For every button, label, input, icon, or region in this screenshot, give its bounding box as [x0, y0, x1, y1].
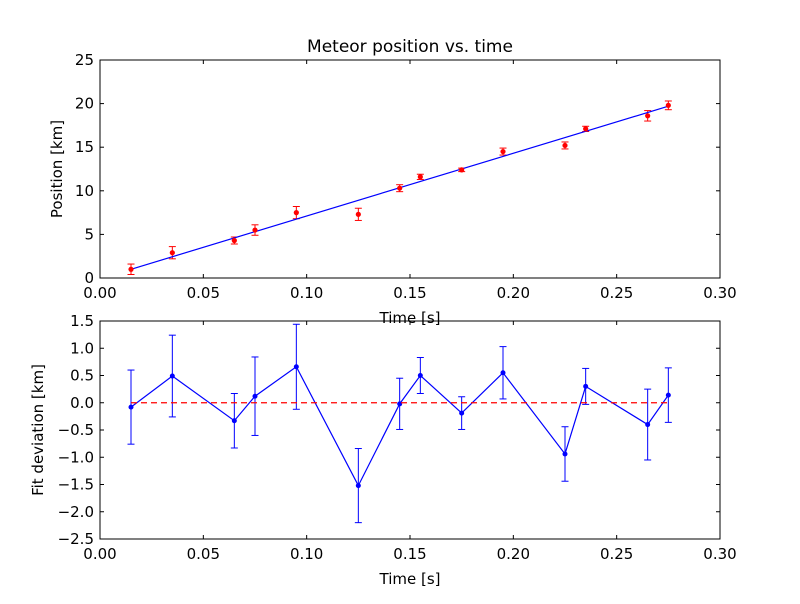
bottom-deviation-line: [130, 365, 669, 487]
bottom-data-point: [128, 404, 134, 410]
bottom-data-point: [665, 392, 671, 398]
bottom-y-tick-label: 1.0: [70, 339, 94, 357]
top-x-tick-label: 0.05: [187, 284, 220, 302]
top-y-axis-label: Position [km]: [48, 120, 66, 218]
top-data-point: [417, 174, 423, 180]
bottom-x-tick-label: 0.25: [600, 545, 633, 563]
bottom-data-point: [231, 418, 237, 424]
bottom-y-tick-label: 1.5: [70, 312, 94, 330]
top-x-tick-label: 0.30: [703, 284, 736, 302]
bottom-plot-area: 0.00 0.05 0.10 0.15 0.20 0.25 0.30 −2.5 −2.0 −1.5…: [58, 312, 737, 563]
bottom-data-point: [293, 364, 299, 370]
bottom-y-tick-label: −0.5: [58, 421, 94, 439]
bottom-data-point: [417, 373, 423, 378]
top-x-tick-label: 0.15: [393, 284, 426, 302]
bottom-x-tick-label: 0.00: [83, 545, 116, 563]
top-data-point: [583, 126, 589, 132]
top-y-tick-label: 20: [75, 95, 94, 113]
top-x-tick-label: 0.10: [290, 284, 323, 302]
top-data-point: [252, 227, 258, 233]
top-y-tick-label: 15: [75, 138, 94, 156]
bottom-y-tick-label: −1.0: [58, 448, 94, 466]
top-data-point: [128, 266, 134, 272]
bottom-data-point: [459, 410, 465, 416]
top-data-point: [231, 237, 237, 244]
top-x-tick-label: 0.00: [83, 284, 116, 302]
top-data-point: [665, 102, 671, 108]
bottom-y-tick-label: −2.0: [58, 503, 94, 521]
bottom-x-tick-label: 0.15: [393, 545, 426, 563]
top-y-tick-label: 25: [75, 51, 94, 69]
top-plot-area: 0.00 0.05 0.10 0.15 0.20 0.25 0.30 0 5 10 15 20 25: [75, 51, 737, 302]
top-data-point: [562, 142, 568, 149]
bottom-y-tick-label: −2.5: [58, 530, 94, 548]
top-y-tick-label: 0: [84, 269, 94, 287]
bottom-x-tick-label: 0.20: [497, 545, 530, 563]
top-y-tick-label: 10: [75, 182, 94, 200]
bottom-data-point: [500, 370, 506, 376]
bottom-x-axis-label: Time [s]: [379, 570, 441, 588]
top-x-tick-label: 0.25: [600, 284, 633, 302]
bottom-data-point: [252, 393, 258, 399]
bottom-x-tick-label: 0.10: [290, 545, 323, 563]
top-x-tick-label: 0.20: [497, 284, 530, 302]
bottom-data-point: [397, 401, 403, 407]
bottom-data-point: [169, 373, 175, 379]
bottom-x-tick-label: 0.30: [703, 545, 736, 563]
bottom-y-tick-label: 0.5: [70, 367, 94, 385]
bottom-y-tick-label: 0.0: [70, 394, 94, 412]
top-data-point: [355, 211, 361, 217]
top-data-point: [397, 185, 403, 191]
top-data-point: [459, 167, 465, 173]
top-data-point: [645, 113, 651, 119]
bottom-data-point: [562, 451, 568, 457]
top-data-point: [169, 250, 175, 256]
top-y-tick-label: 5: [84, 225, 94, 243]
top-x-axis-label: Time [s]: [379, 309, 441, 327]
bottom-x-tick-label: 0.05: [187, 545, 220, 563]
top-data-point: [293, 210, 299, 216]
bottom-data-point: [583, 383, 589, 389]
bottom-data-point: [355, 483, 361, 489]
bottom-y-axis-label: Fit deviation [km]: [29, 364, 47, 496]
top-data-point: [500, 148, 506, 155]
top-chart-title: Meteor position vs. time: [307, 37, 513, 57]
bottom-y-tick-label: −1.5: [58, 476, 94, 494]
bottom-data-point: [645, 422, 651, 428]
